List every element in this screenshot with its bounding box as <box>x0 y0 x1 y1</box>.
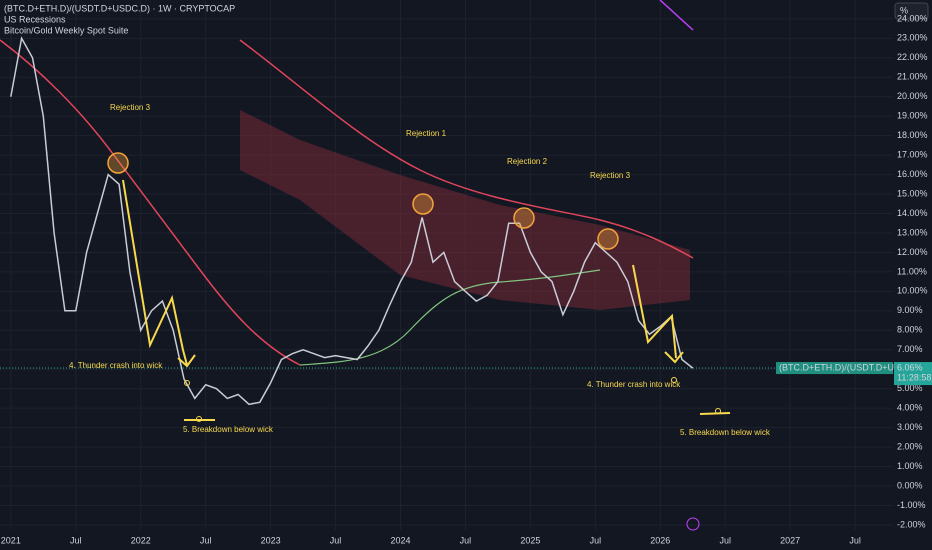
y-tick-label: 24.00% <box>897 13 928 23</box>
y-tick-label: 1.00% <box>897 461 923 471</box>
zigzag <box>664 351 684 364</box>
x-tick-label: Jul <box>70 535 82 545</box>
zigzag <box>632 264 677 359</box>
y-tick-label: 13.00% <box>897 227 928 237</box>
x-tick-label: Jul <box>200 535 212 545</box>
x-tick-label: 2025 <box>520 535 540 545</box>
y-tick-label: 2.00% <box>897 441 923 451</box>
event-icon[interactable] <box>686 517 700 531</box>
y-tick-label: 5.00% <box>897 383 923 393</box>
x-tick-label: 2027 <box>780 535 800 545</box>
y-tick-label: 0.00% <box>897 480 923 490</box>
y-tick-label: 19.00% <box>897 111 928 121</box>
marker <box>715 408 721 414</box>
band <box>240 110 690 310</box>
y-tick-label: 12.00% <box>897 247 928 257</box>
x-tick-label: Jul <box>719 535 731 545</box>
price-tag <box>894 362 932 386</box>
x-tick-label: Jul <box>590 535 602 545</box>
symbol-tag <box>776 362 893 375</box>
y-tick-label: 22.00% <box>897 52 928 62</box>
x-tick-label: 2021 <box>1 535 21 545</box>
annotation: 4. Thunder crash into wick <box>587 380 681 389</box>
y-tick-label: 17.00% <box>897 150 928 160</box>
annotation: Rejection 1 <box>406 129 447 138</box>
y-tick-label: 15.00% <box>897 188 928 198</box>
zigzag <box>177 354 196 368</box>
marker <box>184 380 190 386</box>
moving-average <box>0 39 301 366</box>
indicator-name: US Recessions <box>4 14 66 24</box>
breakdown-line <box>699 412 731 415</box>
y-tick-label: 14.00% <box>897 208 928 218</box>
y-tick-label: 3.00% <box>897 422 923 432</box>
indicator-line <box>659 0 694 31</box>
annotation: 5. Breakdown below wick <box>680 428 771 437</box>
zigzag <box>122 179 188 366</box>
y-tick-label: 10.00% <box>897 286 928 296</box>
y-tick-label: 18.00% <box>897 130 928 140</box>
marker <box>671 377 677 383</box>
x-tick-label: Jul <box>330 535 342 545</box>
annotation: Rejection 3 <box>590 171 631 180</box>
y-tick-label: -1.00% <box>897 500 926 510</box>
price-tag-label: 6.06% <box>897 362 923 372</box>
y-tick-label: 9.00% <box>897 305 923 315</box>
y-tick-label: 4.00% <box>897 403 923 413</box>
indicator-name: Bitcoin/Gold Weekly Spot Suite <box>4 25 128 35</box>
y-tick-label: -2.00% <box>897 519 926 529</box>
plot <box>10 36 694 406</box>
symbol-tag-label: (BTC.D+ETH.D)/(USDT.D+USDC.D) <box>779 362 925 372</box>
y-tick-label: 8.00% <box>897 325 923 335</box>
x-tick-label: 2024 <box>390 535 410 545</box>
circle <box>412 193 434 215</box>
marker <box>196 416 202 422</box>
y-tick-label: 7.00% <box>897 344 923 354</box>
y-tick-label: 21.00% <box>897 72 928 82</box>
x-tick-label: 2022 <box>131 535 151 545</box>
y-tick-label: 16.00% <box>897 169 928 179</box>
rejection-circles <box>107 152 619 250</box>
x-tick-label: Jul <box>849 535 861 545</box>
moving-average <box>239 39 694 259</box>
circle <box>107 152 129 174</box>
x-tick-label: 2023 <box>261 535 281 545</box>
circle <box>597 228 619 250</box>
annotation: 5. Breakdown below wick <box>183 425 274 434</box>
y-tick-label: 11.00% <box>897 266 927 276</box>
y-tick-label: 23.00% <box>897 33 928 43</box>
drawings <box>122 179 731 422</box>
x-tick-label: 2026 <box>650 535 670 545</box>
annotation: Rejection 2 <box>507 157 548 166</box>
countdown: 11:28:58 <box>897 372 931 382</box>
annotation: Rejection 3 <box>110 103 151 112</box>
annotation: 4. Thunder crash into wick <box>69 361 163 370</box>
price-line <box>10 36 694 406</box>
scale-button[interactable] <box>894 2 929 20</box>
y-tick-label: 20.00% <box>897 91 928 101</box>
circle <box>513 207 535 229</box>
x-tick-label: Jul <box>460 535 472 545</box>
chart-title: (BTC.D+ETH.D)/(USDT.D+USDC.D) · 1W · CRY… <box>4 3 235 13</box>
grid <box>0 0 893 530</box>
scale-button-label[interactable]: % <box>900 5 908 15</box>
